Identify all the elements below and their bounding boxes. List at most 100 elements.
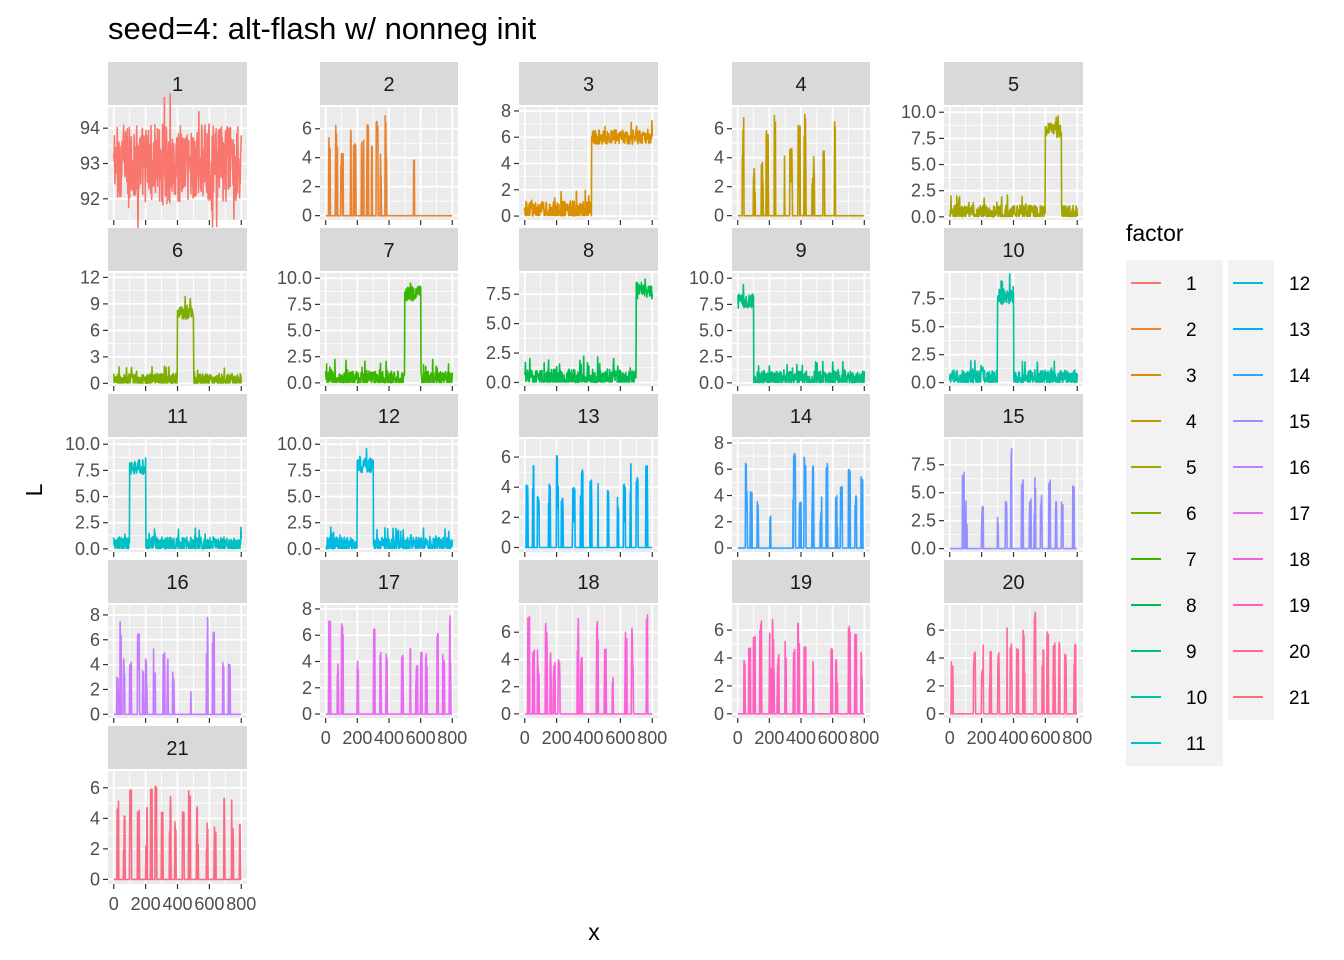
x-tick-label: 800 [437,728,467,748]
legend-label: 14 [1289,366,1311,387]
y-tick-label: 4 [90,655,100,675]
y-tick-label: 2 [302,177,312,197]
y-tick-label: 5.0 [486,314,511,334]
facet-panel-9: 9 0.0 2.5 5.0 7.5 10.0 [689,228,870,393]
y-tick-label: 2.5 [75,513,100,533]
facet-strip [519,62,658,105]
legend-label: 5 [1186,458,1197,479]
facet-panel-18: 18 0 2 4 6 0 200 400 600 800 [501,560,667,748]
facet-panel-1: 1 92 93 94 [80,62,247,229]
facet-strip-label: 15 [1002,406,1024,428]
facet-strip [944,228,1083,271]
series-line-15 [949,447,1078,550]
facet-strip [519,228,658,271]
y-tick-label: 6 [90,778,100,798]
legend-entry-7: 7 [1131,550,1197,571]
y-tick-label: 6 [501,127,511,147]
y-tick-label: 2 [501,507,511,527]
series-line-6 [112,295,243,385]
y-tick-label: 7.5 [287,294,312,314]
facet-strip [108,726,247,769]
x-tick-label: 200 [342,728,372,748]
facet-strip [519,560,658,603]
y-tick-label: 4 [501,477,511,497]
y-tick-label: 0.0 [75,539,100,559]
facet-panel-8: 8 0.0 2.5 5.0 7.5 [486,228,658,392]
series-line-5 [948,115,1079,218]
facet-strip [944,394,1083,437]
y-tick-label: 0 [501,704,511,724]
facet-panel-2: 2 0 2 4 6 [302,62,458,226]
facet-strip-label: 7 [383,240,394,262]
y-tick-label: 4 [302,148,312,168]
facet-panel-19: 19 0 2 4 6 0 200 400 600 800 [714,560,879,748]
facet-strip-label: 14 [790,406,812,428]
y-tick-label: 2 [926,676,936,696]
y-tick-label: 8 [501,101,511,121]
y-tick-label: 5.0 [911,155,936,175]
facet-panel-21: 21 0 2 4 6 0 200 400 600 800 [90,726,256,914]
facet-strip [944,62,1083,105]
y-tick-label: 0 [302,704,312,724]
facet-panel-16: 16 0 2 4 6 8 [90,560,247,724]
y-tick-label: 7.5 [75,460,100,480]
y-tick-label: 9 [90,294,100,314]
x-tick-label: 200 [542,728,572,748]
x-tick-label: 400 [162,894,192,914]
y-tick-label: 5.0 [911,483,936,503]
facet-strip-label: 10 [1002,240,1024,262]
legend-label: 20 [1289,642,1310,663]
facet-panel-5: 5 0.0 2.5 5.0 7.5 10.0 [901,62,1083,227]
facet-strip [320,228,458,271]
legend-entry-2: 2 [1131,320,1197,341]
y-tick-label: 2.5 [287,347,312,367]
y-tick-label: 0 [714,538,724,558]
y-tick-label: 4 [90,808,100,828]
legend-entry-12: 12 [1233,274,1310,295]
facet-panel-15: 15 0.0 2.5 5.0 7.5 [911,394,1083,559]
x-tick-label: 0 [321,728,331,748]
series-line-11 [112,457,243,550]
facet-strip [320,560,458,603]
facet-strip-label: 4 [795,74,806,96]
y-tick-label: 2.5 [911,345,936,365]
y-tick-label: 5.0 [287,487,312,507]
y-tick-label: 4 [714,486,724,506]
legend-entry-15: 15 [1233,412,1310,433]
facet-strip-label: 19 [790,572,812,594]
facet-panel-3: 3 0 2 4 6 8 [501,62,658,226]
y-tick-label: 5.0 [699,321,724,341]
facet-strip [944,560,1083,603]
y-tick-label: 4 [714,648,724,668]
x-tick-label: 400 [998,728,1028,748]
series-line-4 [737,113,865,217]
facet-panel-4: 4 0 2 4 6 [714,62,870,226]
legend-entry-13: 13 [1233,320,1310,341]
x-tick-label: 600 [1030,728,1060,748]
y-axis-label: L [21,483,47,496]
series-line-14 [737,452,865,549]
legend-entry-20: 20 [1233,642,1310,663]
y-tick-label: 6 [501,622,511,642]
legend-label: 8 [1186,596,1197,617]
x-tick-label: 200 [131,894,161,914]
y-tick-label: 5.0 [287,321,312,341]
legend-entry-6: 6 [1131,504,1197,525]
series-line-9 [736,283,866,384]
facet-strip-label: 20 [1002,572,1024,594]
legend-entry-5: 5 [1131,458,1197,479]
legend-entry-9: 9 [1131,642,1197,663]
y-tick-label: 7.5 [911,455,936,475]
y-tick-label: 3 [90,347,100,367]
x-tick-label: 400 [374,728,404,748]
facet-strip [732,394,870,437]
y-tick-label: 5.0 [911,317,936,337]
y-tick-label: 4 [714,148,724,168]
series-line-2 [325,115,453,217]
y-tick-label: 2 [714,177,724,197]
y-tick-label: 10.0 [277,268,312,288]
facet-strip [108,394,247,437]
x-tick-label: 0 [520,728,530,748]
legend-label: 10 [1186,688,1207,709]
facet-panel-12: 12 0.0 2.5 5.0 7.5 10.0 [277,394,458,559]
